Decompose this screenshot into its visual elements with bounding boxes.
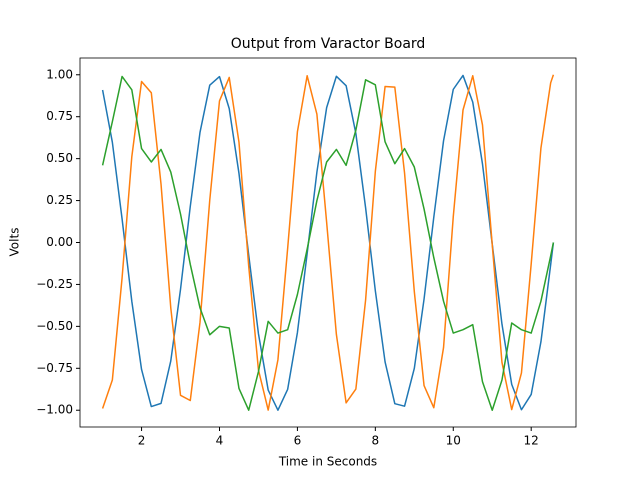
x-axis-label: Time in Seconds <box>278 455 377 469</box>
x-tick-label: 12 <box>524 434 539 448</box>
x-tick-label: 6 <box>294 434 302 448</box>
x-tick-label: 8 <box>372 434 380 448</box>
y-tick-label: 0.25 <box>46 193 73 207</box>
line-series <box>101 75 555 411</box>
x-tick-label: 4 <box>216 434 224 448</box>
x-tick-label: 10 <box>446 434 461 448</box>
y-tick-label: 0.00 <box>46 235 73 249</box>
y-tick-label: −1.00 <box>36 403 73 417</box>
y-tick-label: −0.25 <box>36 277 73 291</box>
y-tick-label: −0.75 <box>36 361 73 375</box>
line-series <box>101 74 555 411</box>
y-tick-label: 0.75 <box>46 109 73 123</box>
x-tick-label: 2 <box>138 434 146 448</box>
y-tick-label: 1.00 <box>46 67 73 81</box>
chart-title: Output from Varactor Board <box>231 36 426 52</box>
plot-frame <box>79 57 577 428</box>
line-series <box>101 74 555 411</box>
y-axis-label: Volts <box>8 228 22 257</box>
y-tick-label: −0.50 <box>36 319 73 333</box>
y-tick-label: 0.50 <box>46 151 73 165</box>
